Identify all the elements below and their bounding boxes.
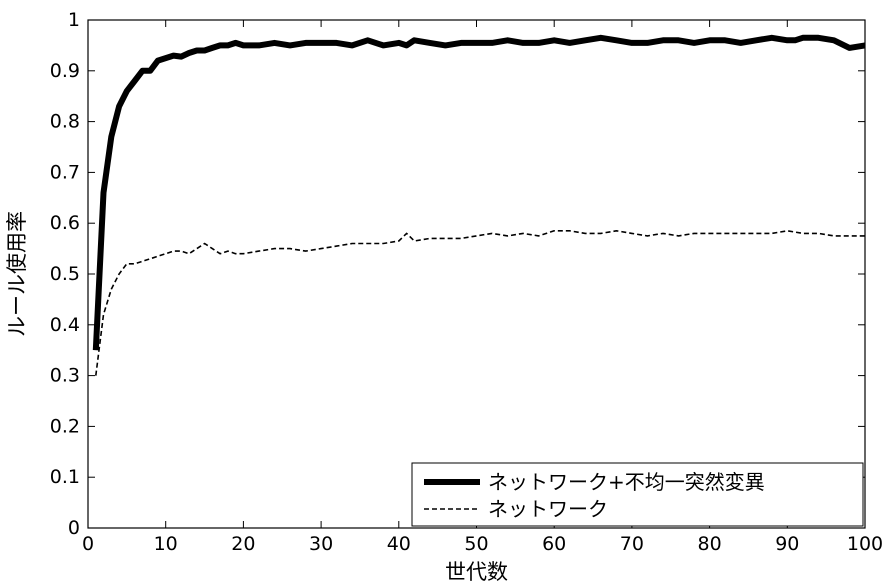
x-tick-label: 50	[464, 533, 488, 555]
y-tick-label: 0.1	[50, 466, 80, 488]
y-tick-label: 0.9	[50, 60, 80, 82]
x-tick-label: 80	[698, 533, 722, 555]
y-tick-label: 0.8	[50, 111, 80, 133]
x-tick-label: 90	[775, 533, 799, 555]
legend: ネットワーク+不均一突然変異 ネットワーク	[411, 462, 864, 527]
y-tick-label: 0.6	[50, 212, 80, 234]
plot-area	[87, 19, 866, 529]
y-tick-label: 0.2	[50, 415, 80, 437]
legend-label-network: ネットワーク	[488, 497, 608, 521]
x-tick-label: 60	[542, 533, 566, 555]
x-tick-label: 0	[82, 533, 94, 555]
series-line-network	[95, 230, 865, 376]
y-axis-label: ルール使用率	[5, 211, 29, 337]
x-tick-label: 10	[154, 533, 178, 555]
y-tick-label: 0.5	[50, 263, 80, 285]
y-tick-label: 0.7	[50, 161, 80, 183]
y-tick-label: 0	[68, 517, 80, 539]
axis-ticks: 0 10 20 30 40 50 60 70 80 90 100 0 0.1 0.2 0.3 0.4 0.5 0.…	[50, 9, 883, 555]
x-tick-label: 30	[309, 533, 333, 555]
x-tick-label: 20	[231, 533, 255, 555]
x-tick-label: 70	[620, 533, 644, 555]
legend-label-network-mutation: ネットワーク+不均一突然変異	[488, 470, 765, 494]
legend-box	[411, 462, 864, 527]
series-layer	[92, 34, 866, 376]
y-tick-label: 1	[68, 9, 80, 31]
y-tick-label: 0.3	[50, 365, 80, 387]
series-line-network-mutation	[92, 34, 866, 351]
x-tick-label: 100	[847, 533, 883, 555]
x-tick-label: 40	[387, 533, 411, 555]
x-axis-label: 世代数	[445, 560, 508, 584]
y-tick-label: 0.4	[50, 314, 80, 336]
